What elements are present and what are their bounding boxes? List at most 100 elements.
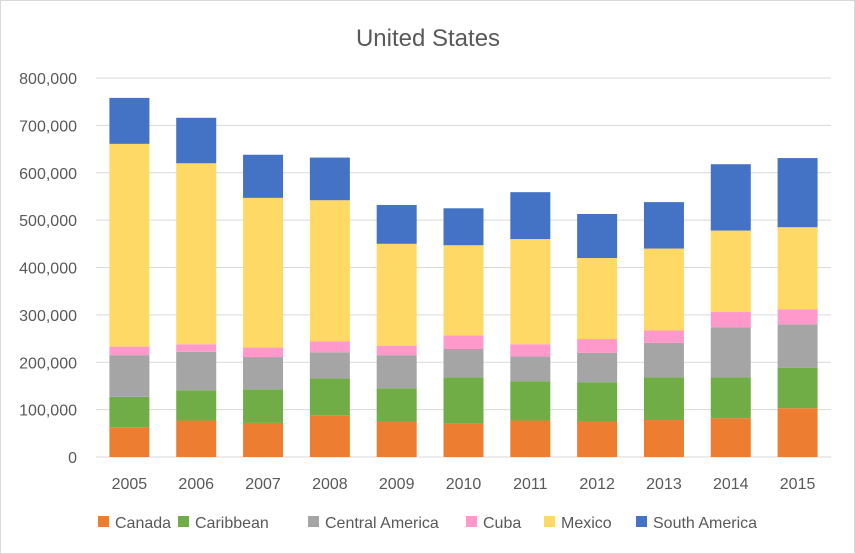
bar-segment-caribbean: [109, 396, 150, 428]
x-tick-label: 2005: [112, 476, 148, 493]
bar-segment-cuba: [577, 339, 618, 353]
bar-segment-mexico: [443, 245, 484, 336]
bar-segment-cuba: [109, 346, 150, 356]
bar-segment-central-america: [243, 357, 284, 390]
y-tick-label: 800,000: [19, 71, 77, 88]
bar-segment-caribbean: [243, 389, 284, 423]
bar-segment-caribbean: [309, 378, 350, 416]
x-tick-label: 2013: [646, 476, 682, 493]
bar-segment-canada: [643, 420, 684, 457]
x-axis-ticks: 2005 2006 2007 2008 2009 2010 2011 2012 2013 2014…: [112, 476, 816, 493]
x-tick-label: 2007: [245, 476, 281, 493]
x-tick-label: 2010: [446, 476, 482, 493]
legend-label: Caribbean: [195, 515, 269, 532]
bar-segment-south-america: [176, 117, 217, 164]
bar-segment-cuba: [510, 344, 551, 357]
bar-segment-mexico: [577, 258, 618, 340]
bar-segment-mexico: [376, 243, 417, 346]
bar-segment-south-america: [577, 213, 618, 259]
bar-segment-mexico: [710, 230, 751, 313]
y-tick-label: 0: [68, 450, 77, 467]
legend-swatch: [178, 516, 189, 527]
bar-segment-caribbean: [710, 377, 751, 419]
bar-segment-caribbean: [443, 377, 484, 424]
bar-segment-cuba: [176, 344, 217, 352]
bar-segment-central-america: [577, 352, 618, 383]
x-tick-label: 2014: [713, 476, 749, 493]
bar-segment-canada: [376, 421, 417, 457]
bar-segment-caribbean: [376, 388, 417, 422]
bar-segment-canada: [710, 418, 751, 457]
legend-swatch: [636, 516, 647, 527]
legend-label: Mexico: [561, 515, 612, 532]
legend-swatch: [308, 516, 319, 527]
y-axis-ticks: 0 100,000 200,000 300,000 400,000 500,000 600,…: [19, 71, 77, 467]
legend-swatch: [466, 516, 477, 527]
y-tick-label: 400,000: [19, 261, 77, 278]
bar-segment-cuba: [376, 345, 417, 356]
bar-segment-canada: [109, 427, 150, 457]
bar-segment-mexico: [309, 200, 350, 342]
bar-segment-canada: [443, 423, 484, 457]
bar-segment-south-america: [243, 154, 284, 198]
bar-segment-central-america: [309, 352, 350, 379]
bar-segment-caribbean: [176, 390, 217, 421]
legend-label: Central America: [325, 515, 439, 532]
x-tick-label: 2009: [379, 476, 415, 493]
bar-segment-cuba: [443, 335, 484, 349]
chart-title: United States: [356, 25, 500, 52]
bar-segment-caribbean: [777, 367, 818, 409]
bar-segment-mexico: [643, 248, 684, 331]
bar-segment-central-america: [176, 351, 217, 391]
x-tick-label: 2015: [780, 476, 816, 493]
bar-segment-cuba: [243, 347, 284, 358]
bar-segment-south-america: [643, 202, 684, 249]
y-tick-label: 300,000: [19, 308, 77, 325]
bar-segment-mexico: [243, 197, 284, 348]
x-tick-label: 2011: [513, 476, 548, 493]
bar-segment-south-america: [109, 97, 150, 144]
bar-segment-mexico: [109, 143, 150, 347]
legend: Canada Caribbean Central America Cuba Mexico…: [98, 515, 757, 532]
legend-label: Cuba: [483, 515, 521, 532]
y-tick-label: 100,000: [19, 403, 77, 420]
bar-segment-caribbean: [577, 382, 618, 422]
bar-segment-central-america: [109, 355, 150, 397]
y-tick-label: 600,000: [19, 166, 77, 183]
bar-segment-caribbean: [643, 377, 684, 421]
bar-segment-south-america: [443, 208, 484, 246]
bar-segment-canada: [243, 422, 284, 457]
bar-segment-canada: [577, 421, 618, 457]
bar-segment-mexico: [176, 163, 217, 345]
y-tick-label: 500,000: [19, 213, 77, 230]
bar-segment-central-america: [376, 355, 417, 389]
x-tick-label: 2006: [178, 476, 214, 493]
bar-segment-south-america: [777, 158, 818, 228]
bar-segment-caribbean: [510, 381, 551, 421]
bar-segment-central-america: [643, 342, 684, 378]
bar-segment-canada: [777, 408, 818, 457]
bar-segment-cuba: [710, 312, 751, 328]
bar-segment-south-america: [510, 192, 551, 240]
legend-label: South America: [653, 515, 757, 532]
y-tick-label: 700,000: [19, 118, 77, 135]
bars: [109, 97, 818, 457]
bar-segment-central-america: [510, 356, 551, 382]
y-tick-label: 200,000: [19, 355, 77, 372]
bar-segment-canada: [176, 420, 217, 457]
x-tick-label: 2008: [312, 476, 348, 493]
bar-segment-cuba: [643, 330, 684, 343]
legend-swatch: [98, 516, 109, 527]
legend-swatch: [544, 516, 555, 527]
bar-segment-cuba: [777, 309, 818, 325]
legend-label: Canada: [115, 515, 171, 532]
bar-segment-south-america: [710, 164, 751, 231]
bar-segment-south-america: [376, 204, 417, 244]
bar-segment-canada: [510, 420, 551, 457]
bar-segment-mexico: [510, 239, 551, 345]
bar-segment-cuba: [309, 341, 350, 353]
x-tick-label: 2012: [579, 476, 615, 493]
bar-segment-canada: [309, 415, 350, 457]
